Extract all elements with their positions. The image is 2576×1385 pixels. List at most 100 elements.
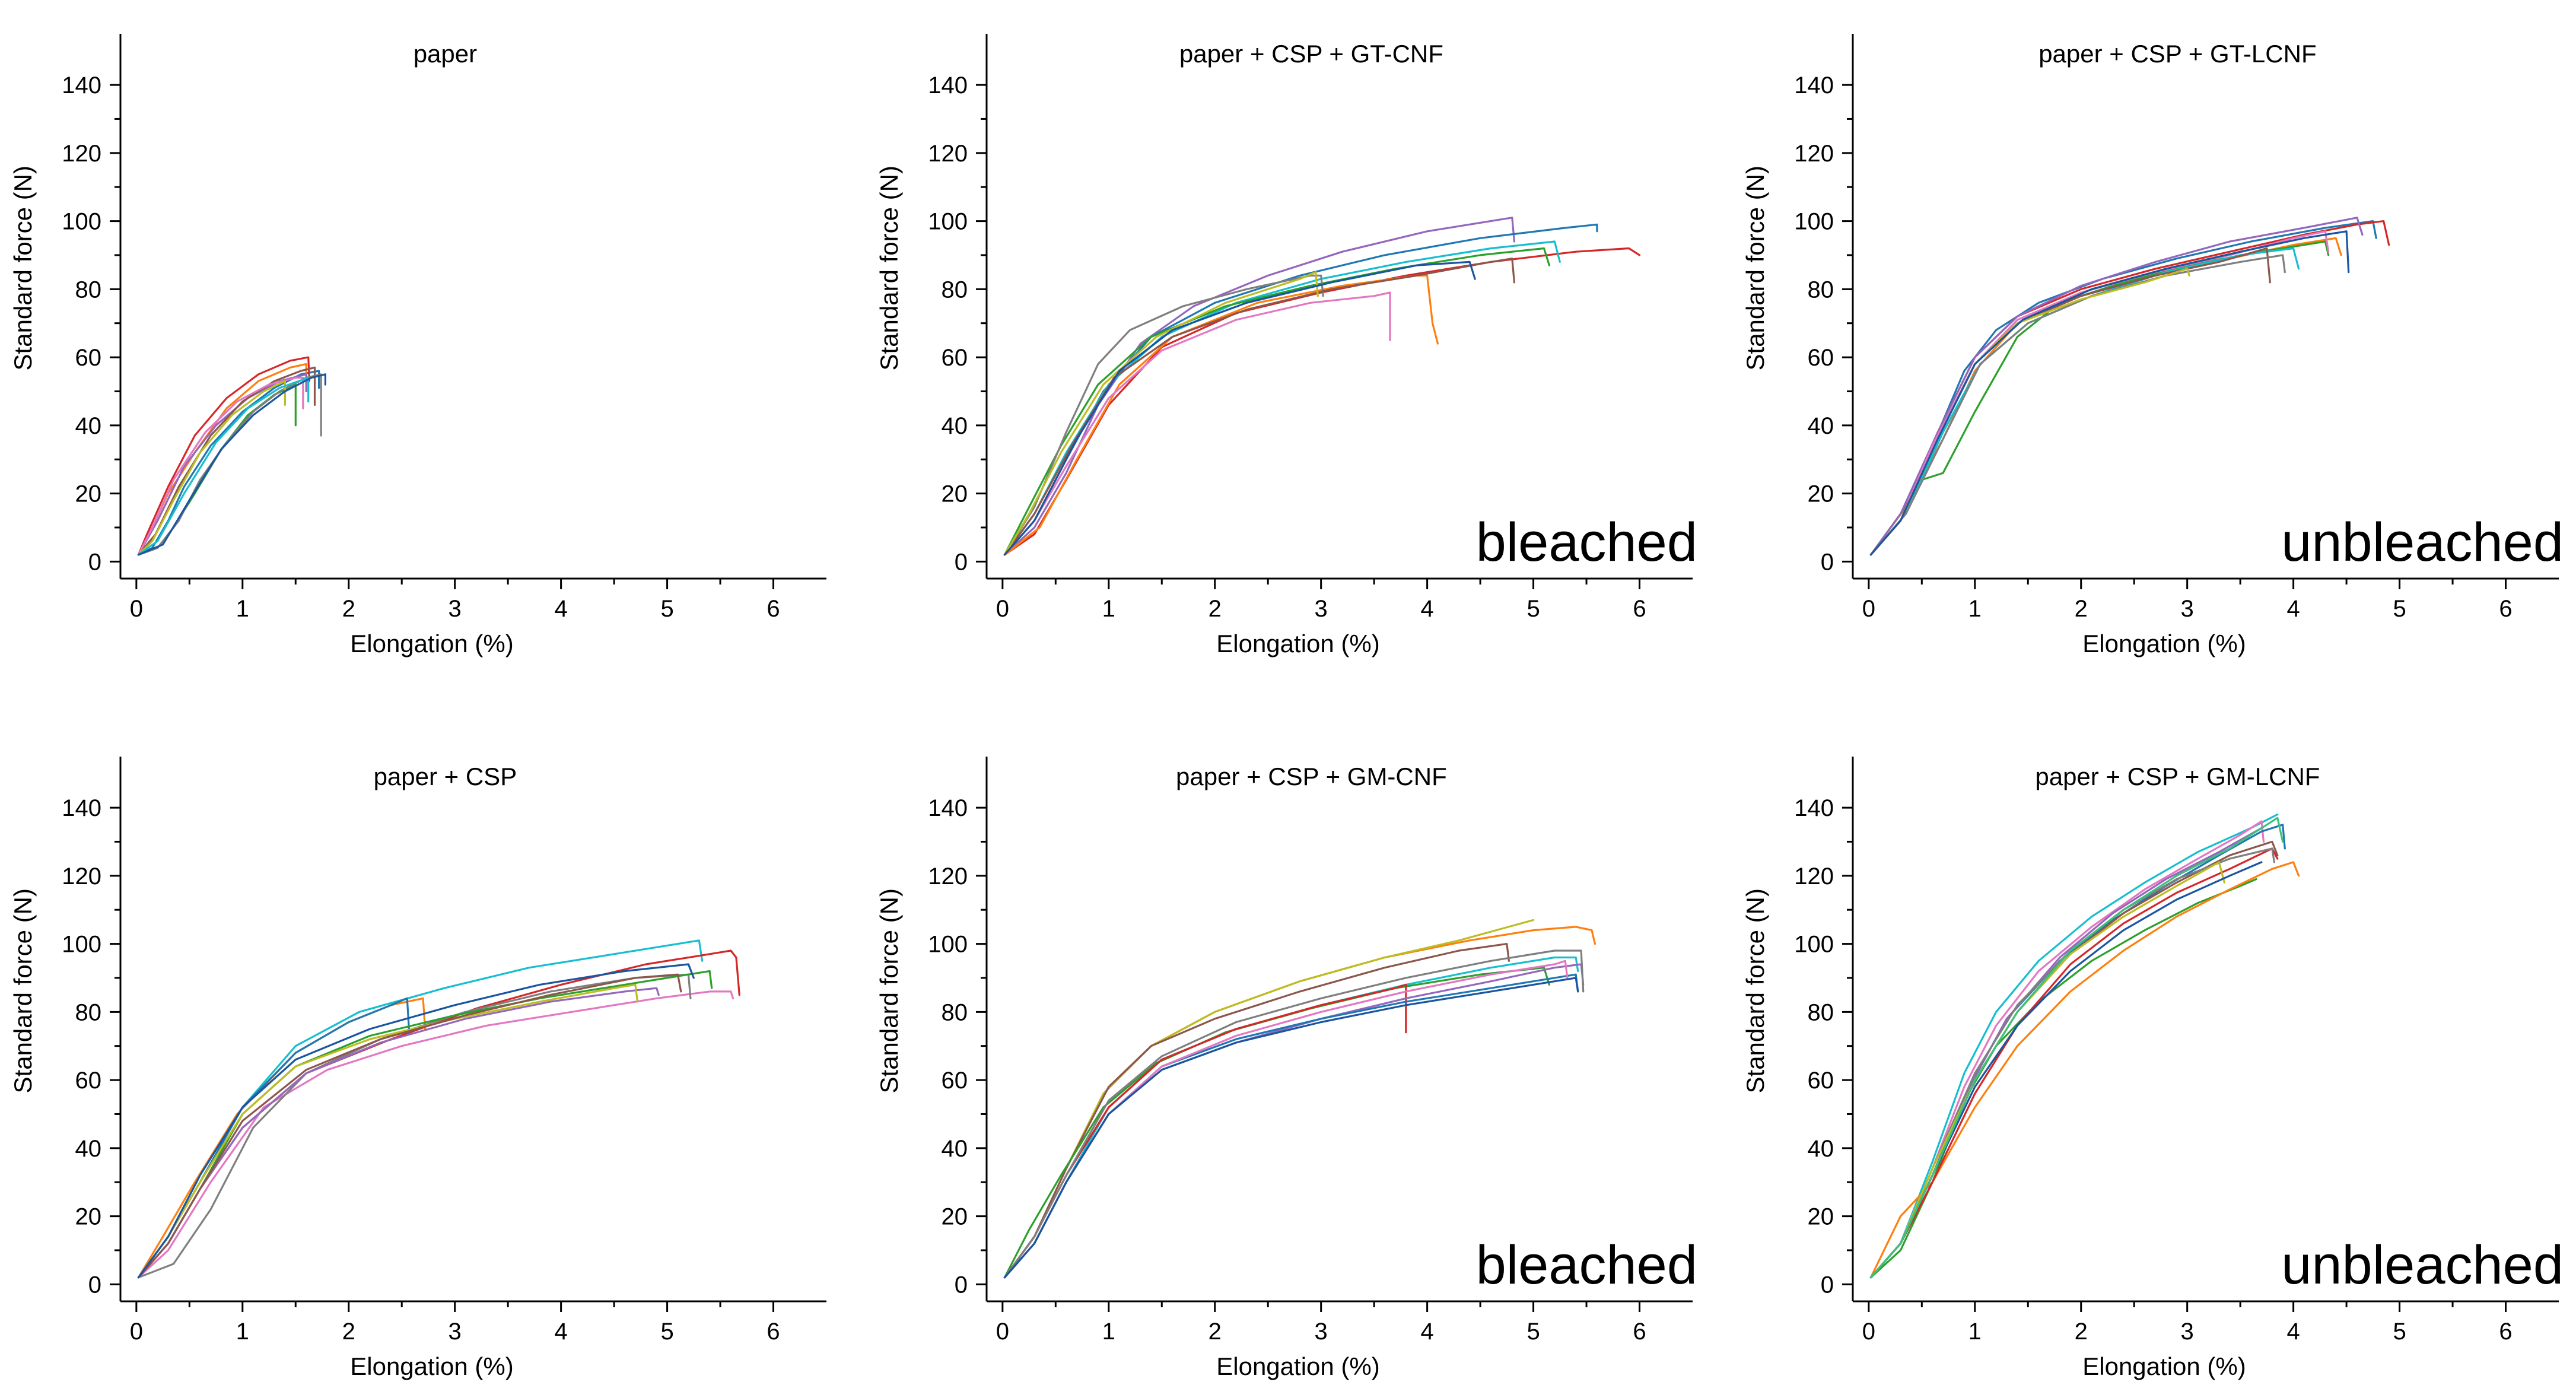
x-tick-label: 6 (767, 1319, 780, 1345)
y-tick-label: 120 (1794, 141, 1834, 167)
x-tick-label: 6 (767, 596, 780, 622)
data-series-line (1003, 274, 1324, 556)
data-series-line (137, 380, 286, 556)
y-tick-label: 60 (942, 1068, 968, 1094)
data-series-line (1869, 820, 2265, 1279)
data-series-line (1003, 274, 1439, 556)
x-tick-label: 4 (2287, 1319, 2300, 1345)
x-tick-label: 2 (1209, 1319, 1222, 1345)
x-tick-label: 2 (342, 1319, 355, 1345)
y-tick-label: 100 (62, 932, 101, 958)
data-series-line (1869, 220, 2377, 556)
data-series-line (1003, 291, 1391, 556)
x-tick-label: 1 (1102, 1319, 1115, 1345)
x-axis-label: Elongation (%) (350, 1352, 513, 1380)
panel-title: paper + CSP + GM-CNF (1176, 763, 1447, 790)
x-tick-label: 6 (2499, 596, 2512, 622)
y-tick-label: 60 (75, 1068, 102, 1094)
x-tick-label: 0 (996, 596, 1009, 622)
data-series-line (137, 363, 307, 556)
data-series-line (1869, 840, 2279, 1279)
x-tick-label: 4 (1421, 596, 1434, 622)
x-tick-label: 2 (1209, 596, 1222, 622)
y-tick-label: 20 (1808, 481, 1834, 507)
y-tick-label: 80 (75, 999, 102, 1025)
y-tick-label: 20 (75, 1204, 102, 1230)
x-axis-label: Elongation (%) (1216, 630, 1379, 657)
y-tick-label: 40 (942, 413, 968, 439)
y-tick-label: 0 (1821, 1272, 1834, 1298)
x-tick-label: 1 (1102, 596, 1115, 622)
data-series-line (137, 997, 427, 1279)
x-tick-label: 3 (2181, 1319, 2194, 1345)
y-tick-label: 40 (1808, 413, 1834, 439)
y-tick-label: 0 (955, 549, 968, 575)
data-series-line (1869, 847, 2279, 1279)
y-tick-label: 120 (928, 863, 968, 890)
panel-title: paper + CSP + GM-LCNF (2035, 763, 2320, 790)
data-series-line (1003, 217, 1515, 556)
x-tick-label: 3 (449, 1319, 462, 1345)
x-tick-label: 4 (1421, 1319, 1434, 1345)
data-series-line (137, 376, 304, 556)
data-series-line (1003, 240, 1561, 556)
x-tick-label: 5 (2393, 596, 2406, 622)
data-series-line (1003, 223, 1598, 556)
data-series-line (1003, 919, 1535, 1279)
y-tick-label: 80 (75, 277, 102, 303)
y-tick-label: 60 (1808, 1068, 1834, 1094)
y-tick-label: 100 (1794, 932, 1834, 958)
x-tick-label: 0 (996, 1319, 1009, 1345)
y-tick-label: 140 (928, 795, 968, 821)
y-tick-label: 20 (75, 481, 102, 507)
data-series-line (1003, 926, 1596, 1279)
x-tick-label: 3 (1315, 596, 1328, 622)
data-series-line (1003, 949, 1585, 1279)
x-tick-label: 0 (130, 596, 143, 622)
data-series-line (1869, 240, 2330, 556)
x-tick-label: 0 (1862, 1319, 1875, 1345)
panel-title: paper + CSP (374, 763, 517, 790)
x-tick-label: 5 (660, 1319, 673, 1345)
data-series-line (1869, 230, 2330, 556)
y-tick-label: 120 (62, 863, 101, 890)
x-tick-label: 4 (555, 596, 568, 622)
panel-annotation: bleached (1476, 1235, 1697, 1295)
data-series-line (137, 376, 310, 556)
y-tick-label: 100 (928, 932, 968, 958)
data-series-line (1003, 271, 1319, 556)
panel-annotation: unbleached (2281, 1235, 2564, 1295)
x-tick-label: 5 (1526, 1319, 1540, 1345)
data-series-line (137, 373, 326, 556)
y-tick-label: 20 (1808, 1204, 1834, 1230)
y-tick-label: 120 (928, 141, 968, 167)
data-series-line (137, 973, 682, 1279)
y-tick-label: 0 (955, 1272, 968, 1298)
y-axis-label: Standard force (N) (1741, 888, 1769, 1093)
panel-annotation: unbleached (2281, 512, 2564, 573)
data-series-line (1869, 813, 2279, 1279)
data-series-line (137, 963, 695, 1279)
y-tick-label: 140 (1794, 795, 1834, 821)
x-tick-label: 2 (2075, 596, 2088, 622)
y-tick-label: 140 (62, 72, 101, 99)
y-axis-label: Standard force (N) (875, 888, 903, 1093)
y-tick-label: 60 (1808, 345, 1834, 371)
y-tick-label: 40 (1808, 1136, 1834, 1162)
data-series-line (1869, 861, 2300, 1279)
y-tick-label: 80 (942, 999, 968, 1025)
x-tick-label: 6 (1633, 596, 1646, 622)
x-tick-label: 5 (1526, 596, 1540, 622)
x-tick-label: 6 (1633, 1319, 1646, 1345)
data-series-line (1869, 254, 2286, 556)
y-tick-label: 80 (1808, 999, 1834, 1025)
y-tick-label: 140 (928, 72, 968, 99)
data-series-line (1869, 217, 2364, 556)
x-axis-label: Elongation (%) (2082, 1352, 2246, 1380)
